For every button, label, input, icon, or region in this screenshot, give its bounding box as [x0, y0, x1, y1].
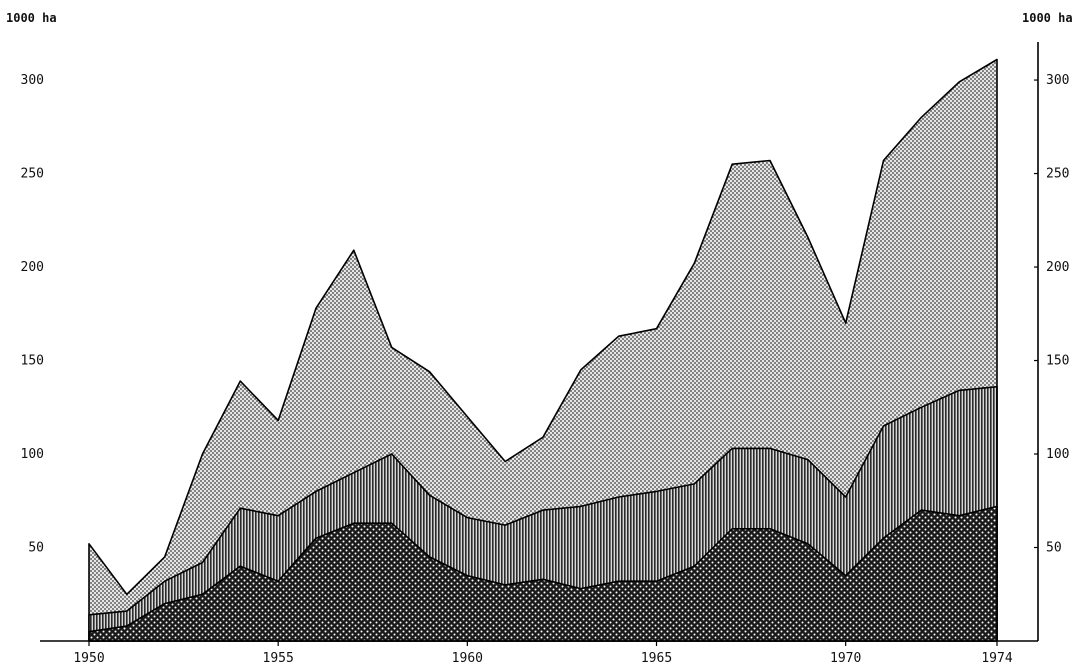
right-y-tick-label: 250 [1046, 167, 1069, 182]
right-y-tick-label: 200 [1046, 260, 1069, 275]
right-y-tick-label: 300 [1046, 73, 1069, 88]
right-y-tick-label: 50 [1046, 541, 1062, 556]
x-tick-label: 1965 [641, 651, 672, 666]
area-layers [88, 58, 998, 642]
left-y-tick-label: 300 [21, 73, 44, 88]
left-y-tick-label: 100 [21, 447, 44, 462]
left-y-tick-label: 250 [21, 167, 44, 182]
left-y-tick-label: 150 [21, 354, 44, 369]
x-tick-label: 1955 [263, 651, 294, 666]
left-y-unit-label: 1000 ha [6, 11, 57, 25]
bottom-area-crosshatch [88, 505, 998, 642]
right-y-unit-label: 1000 ha [1022, 11, 1073, 25]
x-tick-label: 1974 [981, 651, 1012, 666]
right-y-tick-label: 150 [1046, 354, 1069, 369]
x-tick-label: 1950 [73, 651, 104, 666]
axes: 1950 1955 1960 1965 1970 1974 50 100 150 200 250 30… [21, 42, 1069, 666]
left-y-tick-label: 50 [28, 541, 44, 556]
x-tick-label: 1970 [830, 651, 861, 666]
right-y-tick-label: 100 [1046, 447, 1069, 462]
x-tick-label: 1960 [452, 651, 483, 666]
left-y-tick-label: 200 [21, 260, 44, 275]
